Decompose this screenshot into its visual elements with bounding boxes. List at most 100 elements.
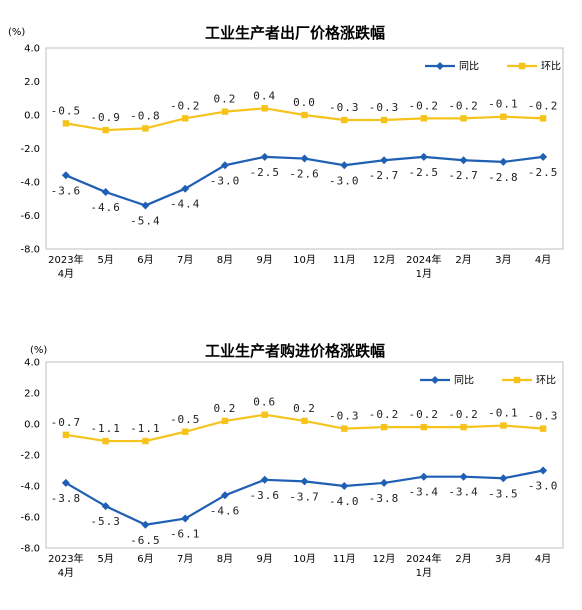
data-label: -5.4 <box>130 214 161 227</box>
data-label: -0.2 <box>409 99 440 112</box>
legend-marker <box>431 376 439 384</box>
y-tick-label: 4.0 <box>24 44 40 55</box>
x-tick-label: 4月 <box>535 553 551 565</box>
data-label: -0.2 <box>448 99 479 112</box>
x-tick-label: 3月 <box>495 254 511 266</box>
x-tick-label: 2023年 <box>48 253 83 266</box>
data-label: -3.7 <box>289 490 320 503</box>
data-label: -4.6 <box>210 504 241 517</box>
data-point-yoy <box>181 184 190 193</box>
data-point-yoy <box>101 188 110 197</box>
data-point-yoy <box>220 161 229 170</box>
data-label: -1.1 <box>130 422 161 435</box>
data-label: -0.2 <box>369 408 400 421</box>
x-tick-label: 5月 <box>97 254 113 266</box>
x-tick-label: 6月 <box>137 254 153 266</box>
data-label: -4.4 <box>170 198 201 211</box>
y-tick-label: 4.0 <box>24 358 40 369</box>
data-label: -0.3 <box>329 101 360 114</box>
data-label: -0.3 <box>369 101 400 114</box>
y-tick-label: 0.0 <box>24 111 40 122</box>
data-label: -2.5 <box>528 166 559 179</box>
x-tick-label: 6月 <box>137 553 153 565</box>
legend-label: 环比 <box>541 61 561 73</box>
x-tick-label: 2月 <box>455 254 471 266</box>
data-label: -0.1 <box>488 98 519 111</box>
x-tick-label: 2024年 <box>406 253 441 266</box>
data-point-yoy <box>101 502 110 511</box>
legend-label: 同比 <box>454 375 474 387</box>
x-tick-label-line2: 4月 <box>58 567 74 579</box>
x-tick-label: 2月 <box>455 553 471 565</box>
data-point-mom <box>261 105 268 112</box>
x-tick-label-line2: 1月 <box>416 268 432 280</box>
legend-label: 同比 <box>459 61 479 73</box>
data-label: -3.6 <box>249 489 280 502</box>
data-point-yoy <box>181 514 190 523</box>
data-label: -2.8 <box>488 171 519 184</box>
data-point-yoy <box>419 152 428 161</box>
data-point-mom <box>420 423 428 431</box>
data-label: -4.0 <box>329 495 360 508</box>
data-label: -0.3 <box>329 410 360 423</box>
data-point-mom <box>341 116 348 124</box>
data-point-mom <box>221 417 229 425</box>
data-point-mom <box>181 115 189 122</box>
data-point-yoy <box>220 491 229 500</box>
data-label: -0.3 <box>528 410 559 423</box>
data-point-mom <box>142 125 149 132</box>
x-tick-label: 11月 <box>333 553 356 565</box>
x-tick-label: 10月 <box>293 254 316 266</box>
plot-frame <box>45 47 564 250</box>
x-tick-label: 8月 <box>217 254 233 266</box>
data-point-yoy <box>539 152 548 161</box>
data-point-mom <box>102 126 109 134</box>
chart-purchase-price: 工业生产者购进价格涨跌幅 (%) 4.0 2.0 0.0 -2.0 -4.0 -6.0 -8.0… <box>0 305 582 605</box>
data-label: 0.4 <box>253 89 276 102</box>
y-tick-label: -6.0 <box>20 513 40 524</box>
x-tick-label: 11月 <box>333 254 356 266</box>
data-point-mom <box>301 417 308 425</box>
data-label: -6.5 <box>130 534 161 547</box>
data-point-mom <box>341 425 348 432</box>
data-point-mom <box>261 411 268 418</box>
data-point-mom <box>142 437 149 445</box>
data-point-yoy <box>459 472 468 481</box>
data-label: -0.9 <box>90 111 121 124</box>
legend-marker <box>518 62 526 70</box>
data-point-yoy <box>499 157 508 166</box>
data-point-mom <box>62 120 70 127</box>
data-point-yoy <box>459 156 468 165</box>
data-label: -2.6 <box>289 168 320 181</box>
data-label: 0.2 <box>214 93 237 106</box>
data-label: -0.7 <box>51 416 82 429</box>
data-point-yoy <box>61 478 70 487</box>
data-label: -3.8 <box>51 492 82 505</box>
y-tick-label: 2.0 <box>24 389 40 400</box>
data-point-yoy <box>141 520 150 529</box>
x-tick-label: 7月 <box>177 553 193 565</box>
data-label: -3.0 <box>528 480 559 493</box>
y-tick-label: -2.0 <box>20 451 40 462</box>
chart-svg: 工业生产者购进价格涨跌幅 (%) 4.0 2.0 0.0 -2.0 -4.0 -6.0 -8.0… <box>20 342 564 579</box>
data-label: -6.1 <box>170 528 201 541</box>
data-label: -5.3 <box>90 515 121 528</box>
data-label: -0.2 <box>409 408 440 421</box>
data-label: 0.2 <box>293 402 316 415</box>
data-point-mom <box>539 115 547 122</box>
data-point-mom <box>420 115 428 122</box>
data-point-yoy <box>260 152 269 161</box>
data-point-yoy <box>260 475 269 484</box>
data-label: -2.5 <box>409 166 440 179</box>
x-tick-label: 5月 <box>97 553 113 565</box>
x-tick-label: 2024年 <box>406 552 441 565</box>
data-point-mom <box>380 423 388 431</box>
data-label: -0.2 <box>170 99 201 112</box>
legend-marker <box>513 376 521 384</box>
legend-label: 环比 <box>536 375 556 387</box>
data-point-yoy <box>380 478 389 487</box>
data-label: -0.5 <box>51 104 82 117</box>
x-tick-label: 4月 <box>535 254 551 266</box>
data-point-mom <box>500 113 507 120</box>
data-point-mom <box>380 116 388 124</box>
